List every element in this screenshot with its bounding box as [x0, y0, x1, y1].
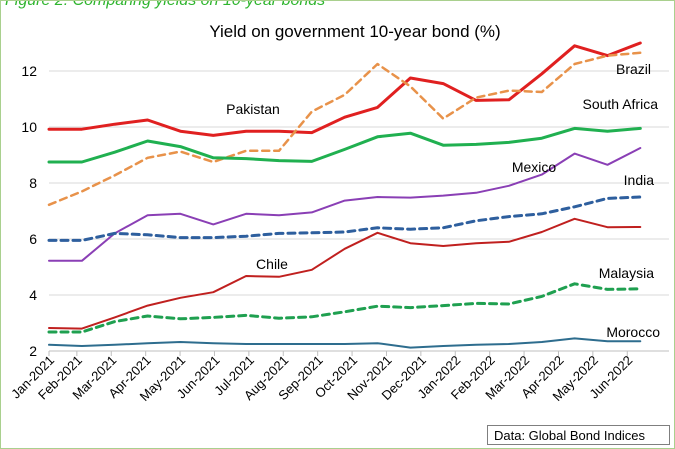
figure-caption: Figure 2: Comparing yields on 10-year bo…: [5, 0, 326, 9]
series-label-mexico: Mexico: [512, 159, 557, 175]
series-label-chile: Chile: [256, 256, 288, 272]
series-line-chile: [48, 217, 642, 330]
series-line-south-africa: [47, 126, 642, 164]
y-tick-label: 2: [29, 343, 37, 359]
chart-title: Yield on government 10-year bond (%): [209, 22, 500, 41]
series-labels: Pakistan Brazil South Africa Mexico India Chi…: [226, 61, 660, 340]
x-axis-ticks: Jan-2021Feb-2021Mar-2021Apr-2021May-2021…: [8, 351, 635, 404]
series-line-brazil: [47, 51, 642, 207]
series-label-south-africa: South Africa: [583, 96, 659, 112]
y-tick-label: 4: [29, 287, 37, 303]
series-label-india: India: [624, 172, 655, 188]
y-tick-label: 12: [21, 63, 37, 79]
series-line-mexico: [48, 147, 642, 262]
series-label-pakistan: Pakistan: [226, 101, 280, 117]
series-label-morocco: Morocco: [606, 324, 660, 340]
y-tick-label: 10: [21, 119, 37, 135]
series-label-brazil: Brazil: [616, 61, 651, 77]
series-line-india: [47, 195, 642, 242]
source-note: Data: Global Bond Indices: [487, 425, 670, 445]
series-line-morocco: [48, 337, 642, 349]
series-line-malaysia: [47, 282, 642, 334]
series-label-malaysia: Malaysia: [599, 265, 654, 281]
series-lines: [47, 41, 642, 349]
series-line-pakistan: [47, 41, 642, 137]
y-tick-label: 6: [29, 231, 37, 247]
y-axis-ticks: 2 4 6 8 10 12: [21, 63, 37, 359]
y-tick-label: 8: [29, 175, 37, 191]
